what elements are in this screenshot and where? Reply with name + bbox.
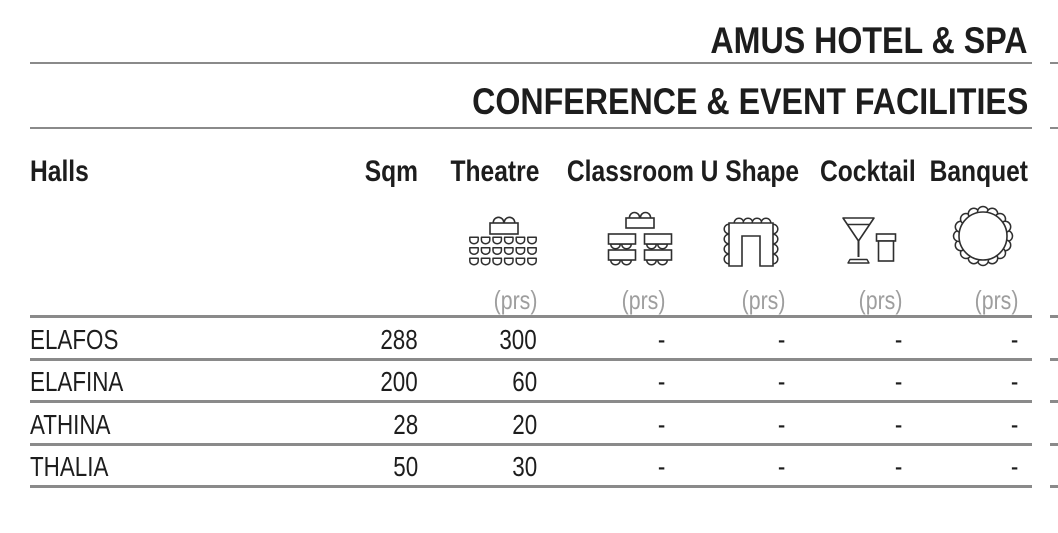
horizontal-rule (30, 442, 1058, 446)
sqm-value: 50 (393, 451, 418, 482)
u-shape-value: - (777, 451, 785, 482)
theatre-value: 60 (512, 366, 537, 397)
hall-name: ELAFOS (30, 323, 119, 355)
unit-label: (prs) (621, 285, 665, 315)
theatre-seating-icon (420, 211, 539, 267)
column-header-u-shape: U Shape (700, 155, 799, 188)
horizontal-rule (30, 357, 1058, 361)
unit-label: (prs) (741, 285, 785, 315)
classroom-value: - (657, 366, 665, 397)
page-subheader: CONFERENCE & EVENT FACILITIES (0, 64, 1058, 127)
cocktail-value: - (894, 366, 902, 397)
unit-label: (prs) (493, 285, 537, 315)
theatre-value: 20 (512, 408, 537, 440)
horizontal-rule (30, 485, 1058, 488)
u-shape-value: - (777, 366, 785, 397)
column-header-cocktail: Cocktail (820, 155, 916, 188)
hall-name: ELAFINA (30, 366, 124, 397)
banquet-value: - (1010, 323, 1018, 355)
banquet-value: - (1010, 366, 1018, 397)
table-row: ELAFOS 288 300 - - - - (30, 318, 1030, 358)
table-row: ATHINA 28 20 - - - - (30, 403, 1030, 443)
sqm-value: 288 (380, 323, 418, 355)
page-subtitle: CONFERENCE & EVENT FACILITIES (471, 81, 1028, 122)
classroom-value: - (657, 323, 665, 355)
banquet-value: - (1010, 451, 1018, 482)
column-header-sqm: Sqm (364, 155, 418, 188)
column-header-halls: Halls (30, 155, 89, 188)
horizontal-rule (30, 400, 1058, 403)
hall-name: ATHINA (30, 408, 111, 440)
classroom-value: - (657, 451, 665, 482)
cocktail-glasses-icon (799, 215, 904, 267)
theatre-value: 300 (499, 323, 537, 355)
horizontal-rule (30, 315, 1058, 318)
banquet-table-icon (904, 205, 1030, 267)
u-shape-value: - (777, 408, 785, 440)
units-row: (prs) (prs) (prs) (prs) (prs) (30, 269, 1030, 315)
horizontal-rule (30, 127, 1058, 129)
theatre-value: 30 (512, 451, 537, 482)
sqm-value: 28 (393, 408, 418, 440)
banquet-value: - (1010, 408, 1018, 440)
classroom-seating-icon (539, 209, 678, 267)
u-shape-seating-icon (678, 211, 799, 267)
column-header-classroom: Classroom (566, 155, 695, 188)
u-shape-value: - (777, 323, 785, 355)
horizontal-rule (30, 62, 1058, 64)
table-row: THALIA 50 30 - - - - (30, 446, 1030, 486)
table-header-row: Halls Sqm Theatre Classroom U Shape Cock… (30, 129, 1030, 189)
table-row: ELAFINA 200 60 - - - - (30, 361, 1030, 401)
sqm-value: 200 (380, 366, 418, 397)
page-header: AMUS HOTEL & SPA (0, 0, 1058, 62)
cocktail-value: - (894, 451, 902, 482)
hall-name: THALIA (30, 451, 109, 482)
column-header-theatre: Theatre (450, 155, 539, 188)
classroom-value: - (657, 408, 665, 440)
cocktail-value: - (894, 323, 902, 355)
seating-icons-row (30, 189, 1030, 269)
cocktail-value: - (894, 408, 902, 440)
unit-label: (prs) (858, 285, 902, 315)
unit-label: (prs) (974, 285, 1018, 315)
hotel-title: AMUS HOTEL & SPA (710, 20, 1028, 61)
column-header-banquet: Banquet (929, 155, 1028, 188)
